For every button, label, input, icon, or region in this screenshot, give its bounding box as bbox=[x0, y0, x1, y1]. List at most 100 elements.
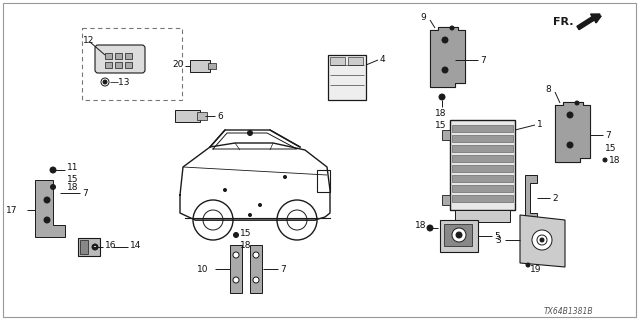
Circle shape bbox=[248, 131, 253, 135]
Text: 10: 10 bbox=[196, 265, 208, 274]
Polygon shape bbox=[555, 102, 590, 162]
Circle shape bbox=[537, 235, 547, 245]
Polygon shape bbox=[525, 175, 537, 221]
FancyBboxPatch shape bbox=[95, 45, 145, 73]
Text: 18: 18 bbox=[435, 108, 447, 117]
Circle shape bbox=[532, 230, 552, 250]
Circle shape bbox=[203, 210, 223, 230]
Circle shape bbox=[452, 228, 466, 242]
Text: 15: 15 bbox=[67, 174, 79, 183]
Circle shape bbox=[442, 67, 448, 73]
Text: TX64B1381B: TX64B1381B bbox=[543, 308, 593, 316]
Text: 3: 3 bbox=[495, 236, 500, 244]
Circle shape bbox=[44, 197, 50, 203]
Text: 7: 7 bbox=[605, 131, 611, 140]
Circle shape bbox=[567, 142, 573, 148]
Text: 12: 12 bbox=[83, 36, 94, 44]
Text: 18: 18 bbox=[609, 156, 621, 164]
Circle shape bbox=[442, 37, 448, 43]
Polygon shape bbox=[430, 27, 465, 87]
Circle shape bbox=[253, 252, 259, 258]
Bar bbox=[115, 53, 122, 59]
Text: 2: 2 bbox=[552, 194, 557, 203]
Circle shape bbox=[439, 94, 445, 100]
Circle shape bbox=[540, 238, 544, 242]
Text: 17: 17 bbox=[6, 205, 17, 214]
Bar bbox=[452, 175, 513, 182]
Polygon shape bbox=[520, 215, 565, 267]
Circle shape bbox=[93, 245, 97, 249]
Bar bbox=[452, 165, 513, 172]
Circle shape bbox=[193, 200, 233, 240]
Bar bbox=[190, 60, 210, 72]
Bar bbox=[450, 120, 515, 210]
Bar bbox=[440, 220, 478, 252]
Circle shape bbox=[440, 95, 444, 99]
Polygon shape bbox=[230, 245, 242, 293]
Circle shape bbox=[450, 26, 454, 30]
Text: 15: 15 bbox=[435, 121, 447, 130]
Bar bbox=[328, 55, 366, 100]
Bar bbox=[78, 238, 100, 256]
Bar bbox=[455, 210, 510, 222]
Bar bbox=[452, 185, 513, 192]
Circle shape bbox=[277, 200, 317, 240]
Bar bbox=[317, 170, 330, 192]
Bar bbox=[442, 195, 450, 205]
Circle shape bbox=[92, 244, 98, 250]
Text: 18: 18 bbox=[240, 241, 252, 250]
Text: 9: 9 bbox=[420, 12, 426, 21]
Text: 19: 19 bbox=[530, 266, 541, 275]
Bar bbox=[442, 130, 450, 140]
Circle shape bbox=[575, 101, 579, 105]
Circle shape bbox=[253, 277, 259, 283]
Circle shape bbox=[234, 233, 239, 237]
Bar bbox=[105, 53, 112, 59]
Circle shape bbox=[103, 80, 107, 84]
Bar bbox=[452, 145, 513, 152]
Circle shape bbox=[223, 188, 227, 191]
Circle shape bbox=[233, 277, 239, 283]
Text: 20: 20 bbox=[172, 60, 184, 68]
Circle shape bbox=[101, 78, 109, 86]
Text: 5: 5 bbox=[494, 231, 500, 241]
Circle shape bbox=[235, 234, 237, 236]
Bar bbox=[197, 112, 207, 120]
Text: 6: 6 bbox=[217, 111, 223, 121]
Text: 7: 7 bbox=[480, 55, 486, 65]
Bar bbox=[80, 240, 88, 254]
Circle shape bbox=[284, 175, 287, 179]
Bar bbox=[348, 57, 363, 65]
Text: 18: 18 bbox=[67, 182, 79, 191]
Circle shape bbox=[44, 217, 50, 223]
Text: 11: 11 bbox=[67, 163, 79, 172]
Polygon shape bbox=[35, 180, 65, 237]
Circle shape bbox=[427, 225, 433, 231]
Bar bbox=[208, 63, 216, 69]
Bar bbox=[452, 195, 513, 202]
Bar bbox=[82, 28, 182, 100]
Text: 14: 14 bbox=[130, 241, 141, 250]
Circle shape bbox=[456, 232, 462, 238]
Circle shape bbox=[526, 263, 530, 267]
Text: 8: 8 bbox=[545, 84, 551, 93]
Circle shape bbox=[51, 169, 54, 172]
Circle shape bbox=[248, 213, 252, 217]
Bar bbox=[115, 62, 122, 68]
Circle shape bbox=[50, 167, 56, 173]
Circle shape bbox=[287, 210, 307, 230]
Bar bbox=[452, 135, 513, 142]
Bar bbox=[125, 62, 132, 68]
Circle shape bbox=[567, 112, 573, 118]
Bar bbox=[175, 110, 200, 122]
Polygon shape bbox=[250, 245, 262, 293]
Text: 4: 4 bbox=[380, 54, 386, 63]
Circle shape bbox=[233, 252, 239, 258]
Bar bbox=[452, 155, 513, 162]
Circle shape bbox=[51, 185, 56, 189]
Text: FR.: FR. bbox=[553, 17, 573, 27]
Circle shape bbox=[603, 158, 607, 162]
Text: —13: —13 bbox=[110, 77, 131, 86]
FancyArrow shape bbox=[577, 14, 600, 30]
Circle shape bbox=[259, 204, 262, 206]
